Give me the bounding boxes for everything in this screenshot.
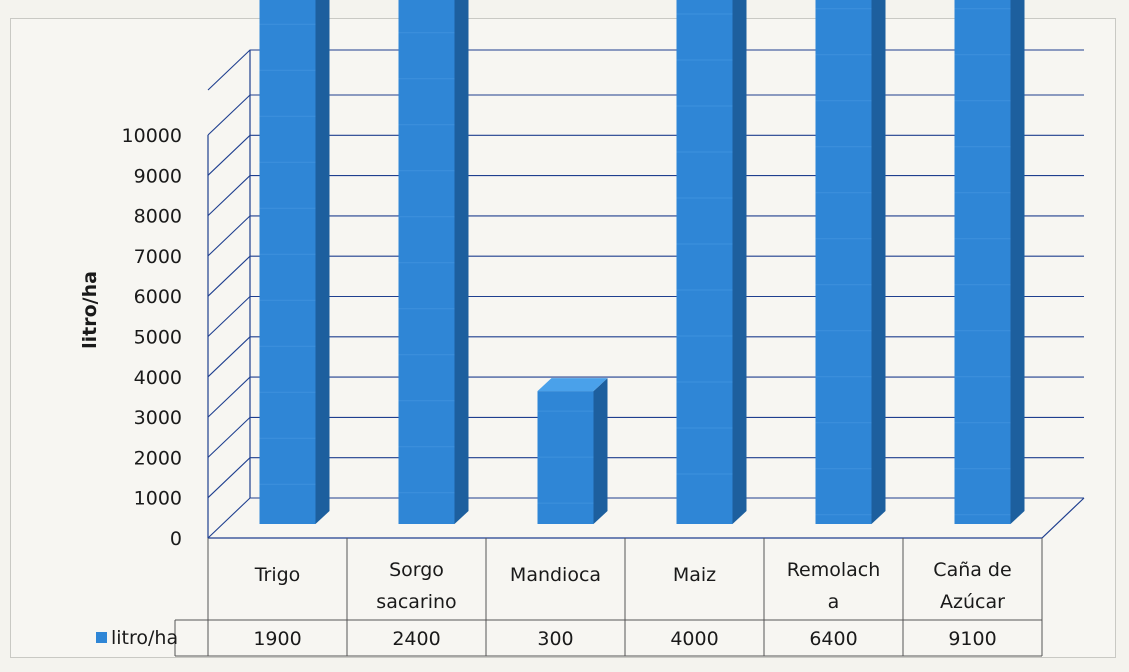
category-label: Remolach (787, 559, 881, 581)
bars (259, 0, 1025, 524)
data-table-value: 1900 (253, 628, 301, 650)
gridline (207, 376, 1084, 418)
gridline (207, 215, 1084, 257)
category-label: Caña de (933, 559, 1011, 581)
data-table: litro/ha Trigo 1900 Sorgo sacarino 2400 Mandio… (96, 538, 1043, 657)
bar (398, 0, 469, 524)
gridline (207, 416, 1084, 458)
gridline (207, 497, 1084, 539)
bar (815, 0, 886, 524)
gridline (207, 336, 1084, 378)
gridlines (207, 49, 1085, 539)
y-tick-label: 3000 (134, 407, 182, 429)
data-table-value: 300 (537, 628, 573, 650)
category-label: Trigo (254, 564, 301, 586)
category-label: Maiz (673, 564, 716, 586)
y-tick-label: 6000 (134, 286, 182, 308)
y-tick-label: 8000 (134, 206, 182, 228)
legend-key (96, 632, 107, 643)
gridline (207, 295, 1084, 337)
y-axis-label: litro/ha (79, 271, 101, 349)
bar (259, 0, 330, 524)
bar (537, 378, 608, 524)
gridline (207, 134, 1084, 176)
data-table-value: 6400 (809, 628, 857, 650)
gridline (207, 94, 1084, 136)
data-table-value: 9100 (948, 628, 996, 650)
y-tick-label: 7000 (134, 246, 182, 268)
bar (954, 0, 1025, 524)
category-label: a (828, 591, 840, 613)
bar (676, 0, 747, 524)
category-label: Sorgo (389, 559, 444, 581)
y-tick-label: 9000 (134, 165, 182, 187)
y-tick-label: 10000 (122, 125, 182, 147)
data-table-value: 2400 (392, 628, 440, 650)
chart-frame (10, 18, 1116, 658)
y-axis: 0 1000 2000 3000 4000 5000 6000 7000 8000 9000 100… (122, 125, 182, 550)
y-tick-label: 1000 (134, 488, 182, 510)
data-table-value: 4000 (670, 628, 718, 650)
category-label: Azúcar (940, 591, 1005, 613)
gridline (207, 49, 1084, 91)
series-name: litro/ha (111, 627, 178, 649)
y-tick-label: 4000 (134, 367, 182, 389)
gridline (207, 255, 1084, 297)
y-tick-label: 2000 (134, 447, 182, 469)
category-label: Mandioca (510, 564, 601, 586)
y-tick-label: 5000 (134, 327, 182, 349)
floor-edge (208, 497, 1085, 539)
category-label: sacarino (376, 591, 456, 613)
gridline (207, 175, 1084, 216)
gridline (207, 457, 1084, 499)
y-tick-label: 0 (170, 528, 182, 550)
